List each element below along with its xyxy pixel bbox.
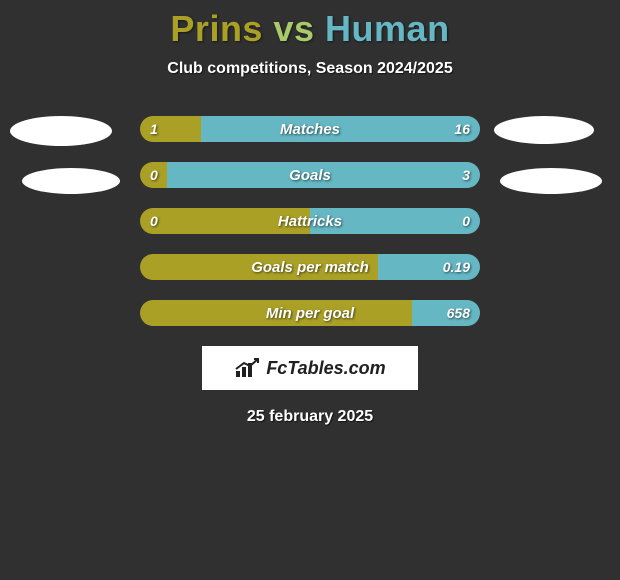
bar-value-right: 16 bbox=[454, 116, 470, 142]
bar-label: Min per goal bbox=[140, 300, 480, 326]
bar-value-right: 658 bbox=[447, 300, 470, 326]
club-logo-placeholder bbox=[22, 168, 120, 194]
bar-label: Goals bbox=[140, 162, 480, 188]
bar-chart-arrow-icon bbox=[234, 357, 260, 379]
stat-bar: Matches1 16 bbox=[140, 116, 480, 142]
title-player1: Prins bbox=[170, 8, 263, 49]
club-logo-placeholder bbox=[10, 116, 112, 146]
stat-bar: Hattricks0 0 bbox=[140, 208, 480, 234]
bars-container: Matches116Goals03Hattricks00Goals per ma… bbox=[140, 116, 480, 326]
page-title: Prins vs Human bbox=[0, 0, 620, 50]
bar-label: Matches bbox=[140, 116, 480, 142]
bar-value-right: 0.19 bbox=[443, 254, 470, 280]
bar-value-left: 1 bbox=[150, 116, 158, 142]
club-logo-placeholder bbox=[500, 168, 602, 194]
bar-value-right: 0 bbox=[462, 208, 470, 234]
stat-bar: Goals0 3 bbox=[140, 162, 480, 188]
bar-label: Goals per match bbox=[140, 254, 480, 280]
bar-label: Hattricks bbox=[140, 208, 480, 234]
watermark-text: FcTables.com bbox=[266, 358, 385, 379]
watermark: FcTables.com bbox=[202, 346, 418, 390]
chart-area: Matches116Goals03Hattricks00Goals per ma… bbox=[0, 116, 620, 326]
subtitle: Club competitions, Season 2024/2025 bbox=[0, 60, 620, 78]
stat-bar: Goals per match0.19 bbox=[140, 254, 480, 280]
bar-value-left: 0 bbox=[150, 208, 158, 234]
date: 25 february 2025 bbox=[0, 408, 620, 426]
bar-value-right: 3 bbox=[462, 162, 470, 188]
title-player2: Human bbox=[325, 8, 450, 49]
stat-bar: Min per goal658 bbox=[140, 300, 480, 326]
club-logo-placeholder bbox=[494, 116, 594, 144]
title-vs: vs bbox=[273, 8, 314, 49]
bar-value-left: 0 bbox=[150, 162, 158, 188]
